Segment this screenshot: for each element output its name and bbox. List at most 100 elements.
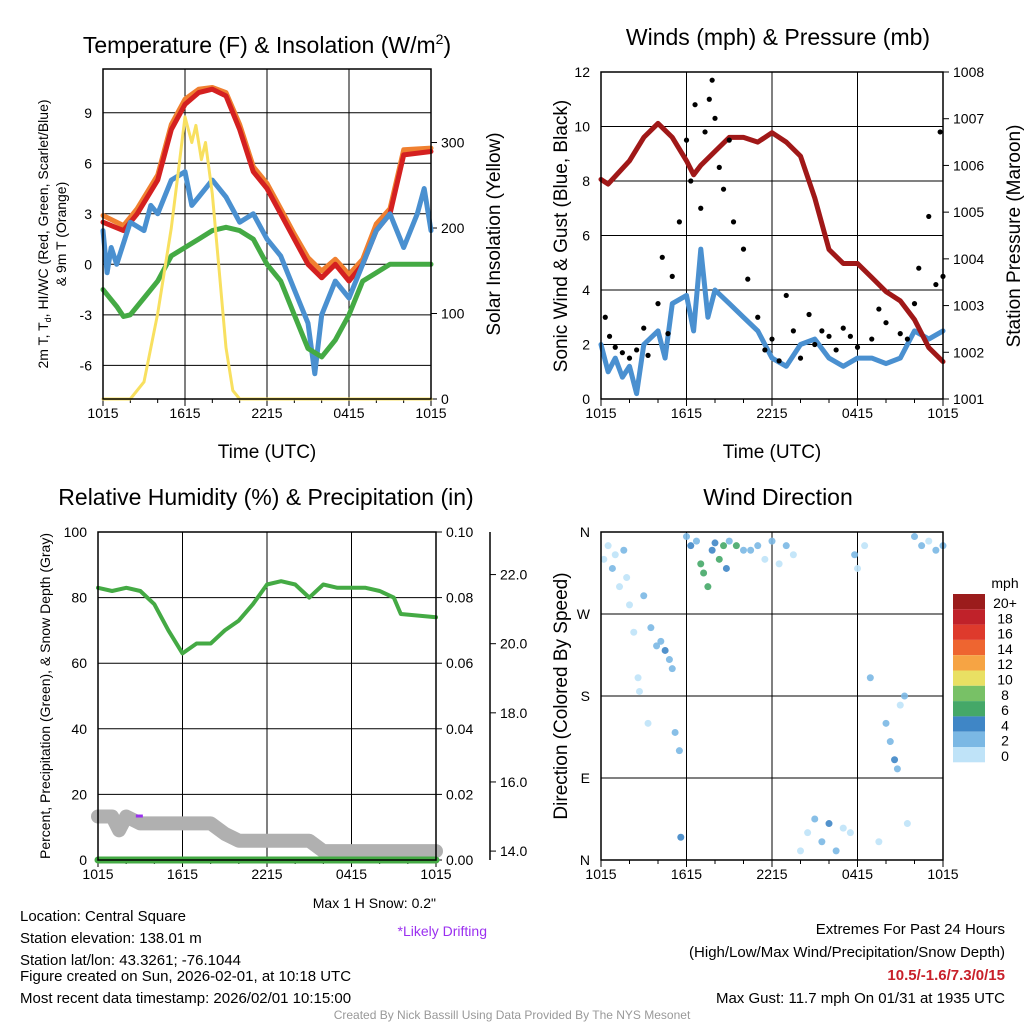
temp-y-tick-label: -3 [80,307,93,323]
gust-point [606,333,613,339]
legend-swatch [953,609,985,625]
gust-point [755,314,761,320]
legend-swatch [953,685,985,702]
legend-label: 10 [997,672,1013,688]
rh-y-tick-label: 60 [71,655,87,671]
legend-label: 4 [1001,717,1009,733]
gust-point [869,336,875,342]
wind-direction-point [677,833,685,841]
legend-label: 6 [1001,702,1009,718]
wind-direction-point [832,847,840,855]
wind-x-tick-label: 1015 [585,405,616,421]
dir-x-tick-label: 1015 [927,866,958,882]
legend-swatch [953,747,985,763]
gust-point [712,115,718,121]
gust-point [641,325,647,331]
dir-y-tick-label: E [581,770,590,786]
wind-y2-tick-label: 1008 [953,64,984,80]
wind-y-tick-label: 6 [582,228,590,244]
wind-direction-point [825,820,833,828]
wind-direction-point [911,533,918,541]
wind-direction-point [797,847,804,855]
temp-chart-title: Temperature (F) & Insolation (W/m2) [83,31,451,58]
rh-x-tick-label: 2215 [251,866,282,882]
gust-point [933,281,939,288]
gust-point [911,301,918,307]
gust-point [683,137,690,143]
gust-point [847,333,853,339]
wind-y2-tick-label: 1001 [953,391,984,407]
temp-series-dew-point [100,224,434,360]
wind-y-tick-label: 8 [582,173,590,189]
dir-x-tick-label: 2215 [756,866,787,882]
gust-point [904,336,910,342]
rh-y-tick-label: 100 [64,524,88,540]
wind-direction-point [665,656,673,664]
dir-y-tick-label: S [581,688,590,704]
legend-label: 20+ [993,595,1017,611]
wind-plot-frame [600,71,944,400]
wind-direction-point [932,546,940,554]
wind-direction-point [789,551,797,559]
temp-plot-frame [102,68,432,400]
rh-y3-tick-label: 18.0 [500,705,527,721]
temp-y-tick-label: -6 [80,357,93,373]
temp-x-tick-label: 2215 [251,405,282,421]
gust-point [745,276,751,282]
gust-point [688,178,694,184]
wind-direction-point [675,747,683,755]
extremes-subtitle: (High/Low/Max Wind/Precipitation/Snow De… [689,944,1005,961]
elevation-text: Station elevation: 138.01 m [20,930,202,947]
gust-point [720,186,727,192]
wind-direction-point [893,765,901,773]
wind-direction-point [616,583,624,591]
wind-direction-point [668,665,676,673]
legend-swatch [953,670,985,686]
rh-y2-tick-label: 0.10 [446,524,473,540]
temp-y-tick-label: 3 [84,206,92,222]
wind-direction-point [854,564,861,572]
wind-direction-point [918,542,926,550]
gust-point [769,336,775,342]
wind-y2-tick-label: 1005 [953,204,984,220]
rh-chart-title: Relative Humidity (%) & Precipitation (i… [58,484,473,510]
wind-direction-point [687,542,695,550]
wind-y-tick-label: 12 [574,64,590,80]
wind-direction-point [708,546,716,554]
gust-point [926,213,932,220]
wind-direction-point [725,537,733,545]
legend-swatch [953,624,985,640]
rh-y-tick-label: 20 [71,786,87,802]
wind-direction-point [782,542,790,550]
wind-x-tick-label: 0415 [842,405,873,421]
wind-chart-title: Winds (mph) & Pressure (mb) [626,24,930,50]
wind-y-tick-label: 4 [582,282,590,298]
wind-y2-tick-label: 1007 [953,111,984,127]
wind-x-tick-label: 1015 [927,405,958,421]
gust-point [692,102,698,108]
wind-y-axis-label: Sonic Wind & Gust (Blue, Black) [551,100,572,372]
rh-x-tick-label: 1015 [420,866,451,882]
wind-direction-point [754,542,762,550]
wind-direction-point [861,542,869,550]
temp-y2-tick-label: 100 [441,306,465,322]
wind-direction-point [722,564,730,572]
wind-direction-point [903,820,911,828]
gust-point [812,341,818,348]
drifting-marker [135,814,143,818]
wind-direction-point [611,551,619,559]
rh-y-tick-label: 80 [71,590,87,606]
wind-direction-point [761,555,769,563]
wind-direction-point [901,692,909,700]
gust-point [602,314,608,320]
legend-label: 2 [1001,733,1009,749]
wind-x-tick-label: 1615 [671,405,702,421]
dir-y-tick-label: N [580,524,590,540]
gust-point [669,273,675,279]
recent-data-text: Most recent data timestamp: 2026/02/01 1… [20,990,351,1007]
wind-direction-point [644,719,652,727]
wind-direction-point [661,646,669,654]
created-text: Figure created on Sun, 2026-02-01, at 10… [20,968,351,985]
temp-y2-tick-label: 0 [441,391,449,407]
